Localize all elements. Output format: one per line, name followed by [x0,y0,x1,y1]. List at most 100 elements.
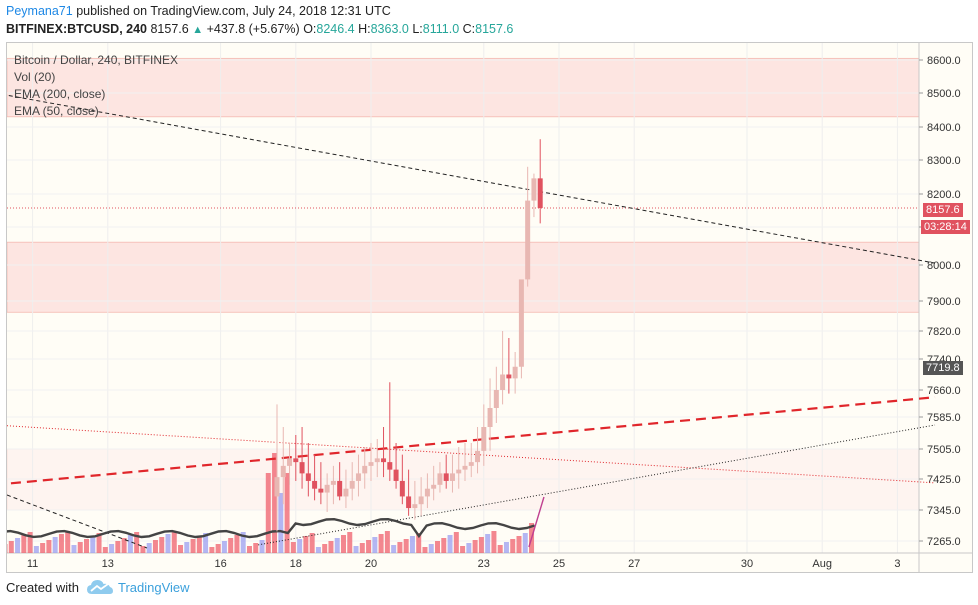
y-tick-label-8: 7820.0 [927,326,961,338]
volume-bar-77 [478,537,484,553]
chart-header: Peymana71 published on TradingView.com, … [0,0,978,42]
volume-bar-38 [234,535,240,553]
candle-body-33 [481,427,487,451]
countdown-tag: 03:28:14 [921,220,970,234]
volume-bar-35 [215,544,221,553]
publish-text: published on TradingView.com, July 24, 2… [72,4,391,18]
resistance-zone-1 [7,241,920,313]
candle-body-19 [393,469,399,481]
candle-body-18 [387,462,393,470]
candle-body-17 [381,458,387,463]
volume-bar-53 [328,541,334,553]
volume-bar-7 [40,543,46,553]
chart-area[interactable]: 8600.08500.08400.08300.08200.08100.08000… [6,42,973,573]
y-tick-label-1: 8500.0 [927,88,961,100]
volume-bar-54 [334,538,340,553]
y-tick-label-4: 8200.0 [927,189,961,201]
volume-bar-31 [190,539,196,553]
candle-body-27 [443,473,449,481]
chart-legend: Bitcoin / Dollar, 240, BITFINEX Vol (20)… [14,52,178,120]
candle-body-38 [512,366,518,379]
volume-bar-1 [7,544,8,553]
trendline-short-left [7,494,148,549]
legend-ema50[interactable]: EMA (50, close) [14,104,99,118]
candle-body-10 [337,480,343,497]
candle-body-23 [418,496,424,505]
candle-body-39 [518,279,524,367]
candle-body-0 [274,477,280,497]
volume-bar-45 [278,493,284,553]
trendline-3 [258,424,936,546]
candle-body-40 [525,200,531,280]
ohlc-open-key: O: [303,22,317,36]
x-tick-label-8: 30 [741,558,753,570]
candle-body-7 [318,488,324,493]
volume-bar-10 [58,534,64,553]
volume-bar-34 [209,547,215,553]
candle-body-5 [305,473,311,481]
x-tick-label-0: 11 [27,558,38,570]
volume-bar-78 [485,534,491,553]
volume-bar-52 [322,544,328,553]
ema-line [7,517,535,539]
candle-body-29 [456,469,462,474]
volume-bar-12 [71,545,77,553]
volume-bar-36 [221,541,227,553]
x-tick-label-7: 27 [628,558,640,570]
y-tick-label-15: 7265.0 [927,536,961,548]
volume-bar-75 [466,543,472,553]
ohlc-open-value: 8246.4 [316,22,355,36]
y-tick-label-13: 7425.0 [927,474,961,486]
trendline-2 [7,425,936,484]
legend-ema200[interactable]: EMA (200, close) [14,87,106,101]
volume-bar-8 [46,540,52,553]
volume-bar-25 [152,540,158,553]
volume-bar-55 [340,535,346,553]
trendline-0 [7,94,936,264]
candle-body-2 [287,458,293,466]
symbol-line: BITFINEX:BTCUSD, 240 8157.6 ▲ +437.8 (+5… [6,22,513,36]
volume-bar-49 [303,536,309,553]
ohlc-close-key: C: [462,22,476,36]
candle-body-20 [399,480,405,497]
volume-bar-30 [184,542,190,553]
x-tick-label-9: Aug [812,558,832,570]
price-chart[interactable]: 8600.08500.08400.08300.08200.08100.08000… [7,43,972,572]
candle-body-13 [355,473,361,481]
candle-body-35 [493,390,499,408]
volume-bar-71 [441,538,447,553]
ohlc-high-key: H: [358,22,371,36]
volume-bar-48 [297,539,303,553]
x-tick-label-5: 23 [478,558,490,570]
volume-bar-17 [102,547,108,553]
y-tick-label-11: 7585.0 [927,412,961,424]
candle-body-34 [487,408,493,427]
volume-bar-61 [378,534,384,553]
volume-bar-2 [8,541,14,553]
legend-vol[interactable]: Vol (20) [14,70,56,84]
volume-bar-66 [409,536,415,553]
tradingview-brand-link[interactable]: TradingView [118,580,190,595]
volume-bar-69 [428,544,434,553]
current-price-tag: 8157.6 [923,203,963,217]
volume-bar-33 [203,533,209,553]
volume-bar-63 [391,545,397,553]
volume-bar-79 [491,531,497,553]
annotation-line [528,496,545,548]
volume-bar-24 [146,543,152,553]
volume-bar-9 [52,537,58,553]
volume-bar-27 [165,534,171,553]
tradingview-cloud-icon[interactable] [86,579,114,597]
candle-body-12 [349,480,355,489]
up-arrow-icon: ▲ [192,24,204,36]
volume-bar-82 [510,539,516,553]
y-tick-label-10: 7660.0 [927,385,961,397]
ema-value-tag: 7719.8 [923,361,963,375]
publish-line: Peymana71 published on TradingView.com, … [6,4,391,18]
volume-bar-81 [503,542,509,553]
volume-bar-18 [109,544,115,553]
y-tick-label-2: 8400.0 [927,122,961,134]
x-tick-label-1: 13 [102,558,114,570]
author-link[interactable]: Peymana71 [6,4,73,18]
candle-body-28 [449,473,455,481]
